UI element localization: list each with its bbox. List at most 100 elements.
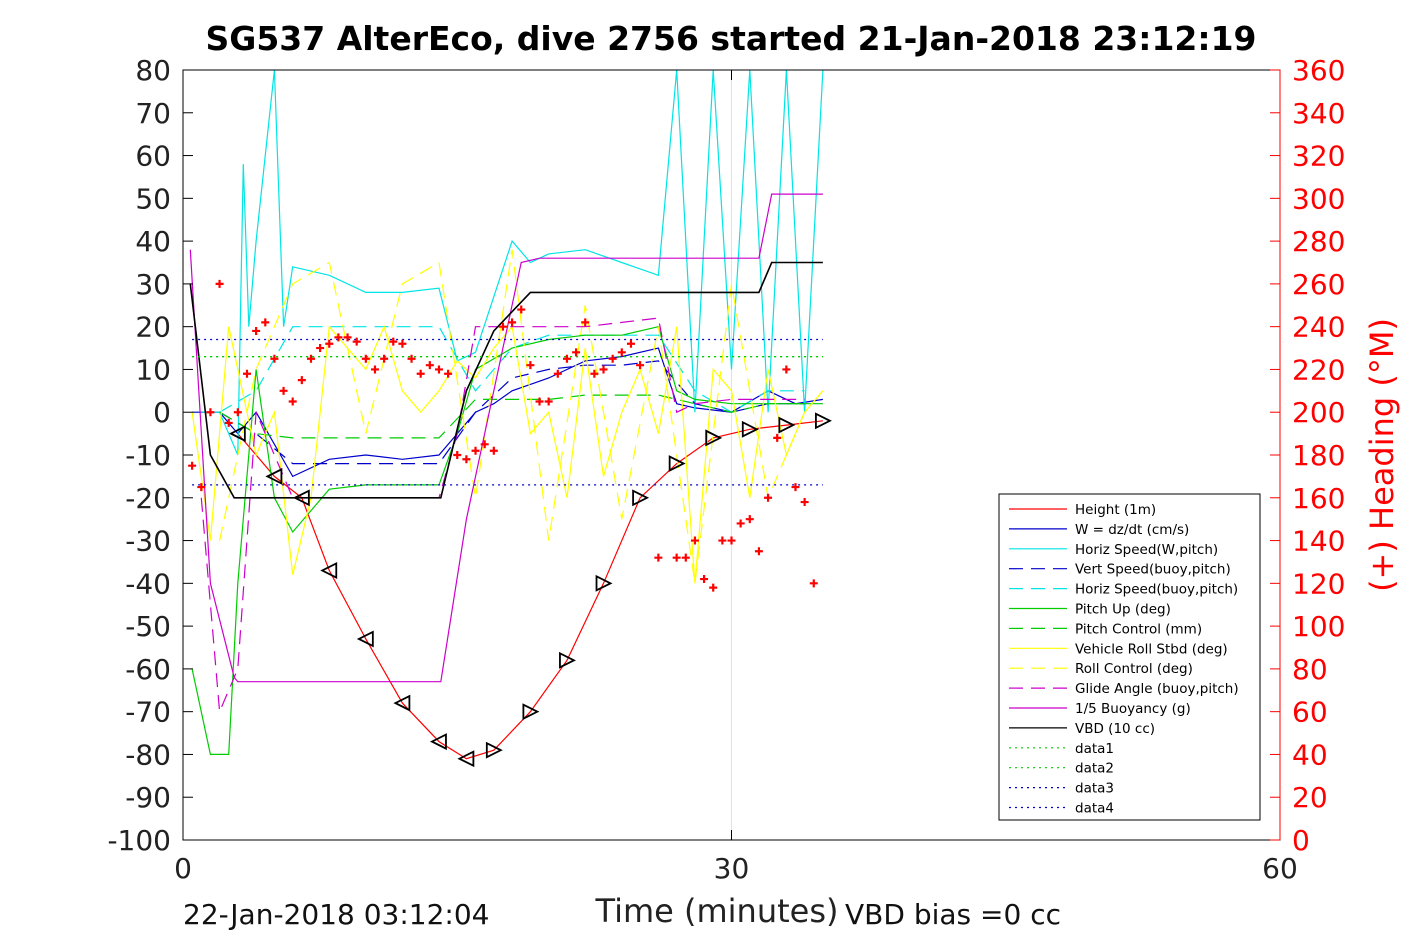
right-axis-label: (+) Heading (°M) [1363,318,1401,592]
heading-point [672,553,681,562]
height-marker [595,574,613,592]
height-marker [741,420,759,438]
series-line-9 [200,317,805,712]
heading-point [754,547,763,556]
heading-point [608,354,617,363]
heading-point [306,354,315,363]
y-tick-label-right: 200 [1292,396,1345,429]
heading-point [252,326,261,335]
y-tick-label-right: 80 [1292,653,1328,686]
heading-point [773,433,782,442]
y-tick-label-left: -30 [125,525,171,558]
heading-point [398,339,407,348]
series-line-10 [189,193,823,683]
y-tick-label-left: -20 [125,482,171,515]
height-marker [356,630,374,648]
x-axis-label: Time (minutes) [595,892,839,930]
heading-point [462,455,471,464]
y-tick-label-right: 180 [1292,439,1345,472]
height-marker [457,750,475,768]
legend-label: Glide Angle (buoy,pitch) [1075,681,1239,697]
heading-point [325,339,334,348]
series-line-4 [219,326,805,413]
height-marker [632,489,650,507]
height-marker [522,703,540,721]
y-tick-label-left: -90 [125,781,171,814]
height-marker [320,562,338,579]
series-line-2 [201,70,824,456]
y-tick-label-right: 240 [1292,311,1345,344]
legend-label: Roll Control (deg) [1075,661,1193,677]
y-tick-label-left: 20 [135,311,171,344]
y-tick-label-right: 300 [1292,182,1345,215]
legend: Height (1m) W = dz/dt (cm/s) Horiz Speed(W… [998,493,1261,821]
height-marker [429,733,447,751]
height-marker [668,455,686,473]
heading-point [562,354,571,363]
heading-point [261,318,270,327]
markers-layer [228,412,832,768]
heading-point [489,446,498,455]
legend-label: VBD (10 cc) [1075,721,1155,737]
heading-point [809,579,818,588]
heading-point [626,339,635,348]
heading-point [197,483,206,492]
heading-point [508,318,517,327]
legend-label: Pitch Control (mm) [1075,621,1202,637]
y-tick-label-left: 70 [135,97,171,130]
y-tick-label-right: 60 [1292,696,1328,729]
heading-point [233,408,242,417]
heading-point [800,498,809,507]
heading-point [700,575,709,584]
legend-label: Horiz Speed(buoy,pitch) [1075,582,1238,598]
y-tick-label-left: -100 [107,824,171,857]
heading-point [407,354,416,363]
heading-point [727,536,736,545]
series-line-3 [219,360,805,465]
heading-point [535,397,544,406]
y-tick-label-right: 220 [1292,353,1345,386]
x-tick-label: 60 [1262,852,1298,885]
heading-point [389,337,398,346]
y-tick-label-right: 40 [1292,738,1328,771]
heading-point [681,553,690,562]
height-marker [485,741,503,759]
heading-point [526,361,535,370]
height-marker [778,416,796,434]
legend-label: data1 [1075,741,1114,757]
series-line-6 [219,394,805,439]
heading-point [636,361,645,370]
x-tick-label: 30 [714,852,750,885]
y-axis-left: 80 70 60 50 40 30 20 10 0 -10 -20 -30 -40 -50 -60 -70 -8… [107,54,193,857]
chart-title: SG537 AlterEco, dive 2756 started 21-Jan… [205,19,1256,58]
heading-point [544,397,553,406]
y-tick-label-right: 120 [1292,567,1345,600]
heading-point [764,493,773,502]
y-tick-label-left: -50 [125,610,171,643]
y-tick-label-left: -10 [125,439,171,472]
heading-point [572,348,581,357]
height-marker [292,489,310,507]
series-line-11 [189,261,823,499]
legend-label: 1/5 Buoyancy (g) [1075,701,1191,717]
y-tick-label-right: 320 [1292,140,1345,173]
heading-point [288,397,297,406]
x-axis: 0 30 60 [174,70,1298,885]
y-tick-label-left: -60 [125,653,171,686]
legend-label: Pitch Up (deg) [1075,602,1171,618]
heading-point [553,369,562,378]
height-marker [265,467,283,485]
heading-point [480,440,489,449]
heading-point [745,515,754,524]
heading-point [718,536,727,545]
heading-point [334,333,343,342]
heading-layer [188,279,818,592]
heading-point [242,369,251,378]
heading-point [599,365,608,374]
series-line-8 [219,249,806,584]
heading-point [654,553,663,562]
heading-point [590,369,599,378]
heading-point [690,536,699,545]
y-tick-label-right: 340 [1292,97,1345,130]
